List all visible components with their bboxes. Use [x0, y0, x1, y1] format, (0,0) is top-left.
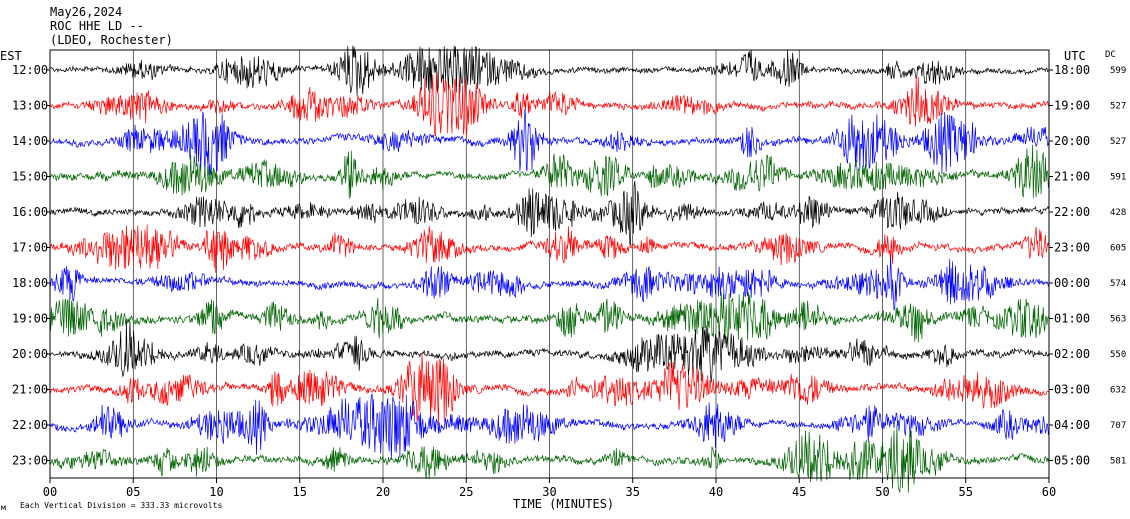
utc-hour-label: 20:00 [1054, 134, 1090, 148]
station-location: (LDEO, Rochester) [50, 33, 173, 47]
scale-note: Each Vertical Division = 333.33 microvol… [20, 501, 222, 510]
est-hour-label: 20:00 [12, 347, 48, 361]
dc-value: 581 [1110, 457, 1126, 467]
utc-hour-labels: 18:00 19:00 20:00 21:00 22:00 23:00 00:00 01:00… [1049, 63, 1090, 468]
x-tick-label: 15 [293, 485, 307, 499]
utc-hour-label: 00:00 [1054, 276, 1090, 290]
trace-line [49, 181, 1050, 246]
utc-hour-label: 01:00 [1054, 312, 1090, 326]
trace-line [49, 393, 1050, 460]
utc-axis-title: UTC [1064, 49, 1086, 63]
utc-hour-label: 19:00 [1054, 99, 1090, 113]
est-hour-label: 18:00 [12, 276, 48, 290]
est-hour-label: 22:00 [12, 418, 48, 432]
x-tick-label: 50 [875, 485, 889, 499]
utc-hour-label: 21:00 [1054, 170, 1090, 184]
utc-hour-label: 03:00 [1054, 383, 1090, 397]
est-hour-label: 13:00 [12, 99, 48, 113]
utc-hour-label: 23:00 [1054, 241, 1090, 255]
est-hour-label: 15:00 [12, 170, 48, 184]
dc-value: 428 [1110, 208, 1126, 218]
dc-value: 632 [1110, 386, 1126, 396]
x-tick-label: 10 [209, 485, 223, 499]
utc-hour-label: 05:00 [1054, 454, 1090, 468]
dc-value: 707 [1110, 421, 1126, 431]
plot-date: May26,2024 [50, 5, 123, 19]
trace-line [49, 320, 1050, 383]
dc-value: 591 [1110, 173, 1126, 183]
est-hour-labels: 12:00 13:00 14:00 15:00 16:00 17:00 18:00 19:00… [12, 63, 50, 468]
time-gridlines [132, 50, 967, 478]
trace-line [49, 224, 1050, 273]
dc-value: 574 [1110, 279, 1126, 289]
est-hour-label: 23:00 [12, 454, 48, 468]
est-hour-label: 16:00 [12, 205, 48, 219]
x-tick-label: 05 [126, 485, 140, 499]
trace-line [49, 424, 1050, 493]
trace-line [49, 291, 1050, 345]
dc-value: 527 [1110, 137, 1126, 147]
seismic-traces [49, 45, 1050, 493]
x-tick-label: 30 [542, 485, 556, 499]
trace-line [49, 353, 1050, 426]
est-hour-label: 19:00 [12, 312, 48, 326]
dc-value: 563 [1110, 315, 1126, 325]
x-tick-label: 25 [459, 485, 473, 499]
est-hour-label: 14:00 [12, 134, 48, 148]
x-tick-label: 40 [709, 485, 723, 499]
utc-hour-label: 02:00 [1054, 347, 1090, 361]
dc-value: 550 [1110, 350, 1126, 360]
x-tick-labels: 00 05 10 15 20 25 30 35 40 45 50 55 60 [43, 478, 1056, 499]
trace-line [49, 108, 1050, 177]
trace-line [49, 45, 1050, 96]
trace-line [49, 256, 1050, 311]
x-tick-label: 00 [43, 485, 57, 499]
utc-hour-label: 22:00 [1054, 205, 1090, 219]
est-hour-label: 21:00 [12, 383, 48, 397]
trace-line [49, 144, 1050, 199]
est-hour-label: 12:00 [12, 63, 48, 77]
x-tick-label: 35 [626, 485, 640, 499]
x-tick-label: 20 [376, 485, 390, 499]
station-code: ROC HHE LD -- [50, 19, 144, 33]
x-axis-label: TIME (MINUTES) [513, 497, 614, 511]
dc-value: 527 [1110, 102, 1126, 112]
utc-hour-label: 18:00 [1054, 63, 1090, 77]
utc-hour-label: 04:00 [1054, 418, 1090, 432]
corner-mark: м [1, 503, 6, 512]
dc-offset-labels: 599 527 527 591 428 605 574 563 550 632 707 581 [1110, 66, 1126, 467]
x-tick-label: 45 [792, 485, 806, 499]
dc-value: 605 [1110, 244, 1126, 254]
x-tick-label: 60 [1042, 485, 1056, 499]
est-hour-label: 17:00 [12, 241, 48, 255]
x-tick-label: 55 [959, 485, 973, 499]
dc-column-title: DC [1105, 50, 1116, 60]
est-axis-title: EST [0, 49, 22, 63]
trace-line [49, 71, 1050, 138]
dc-value: 599 [1110, 66, 1126, 76]
